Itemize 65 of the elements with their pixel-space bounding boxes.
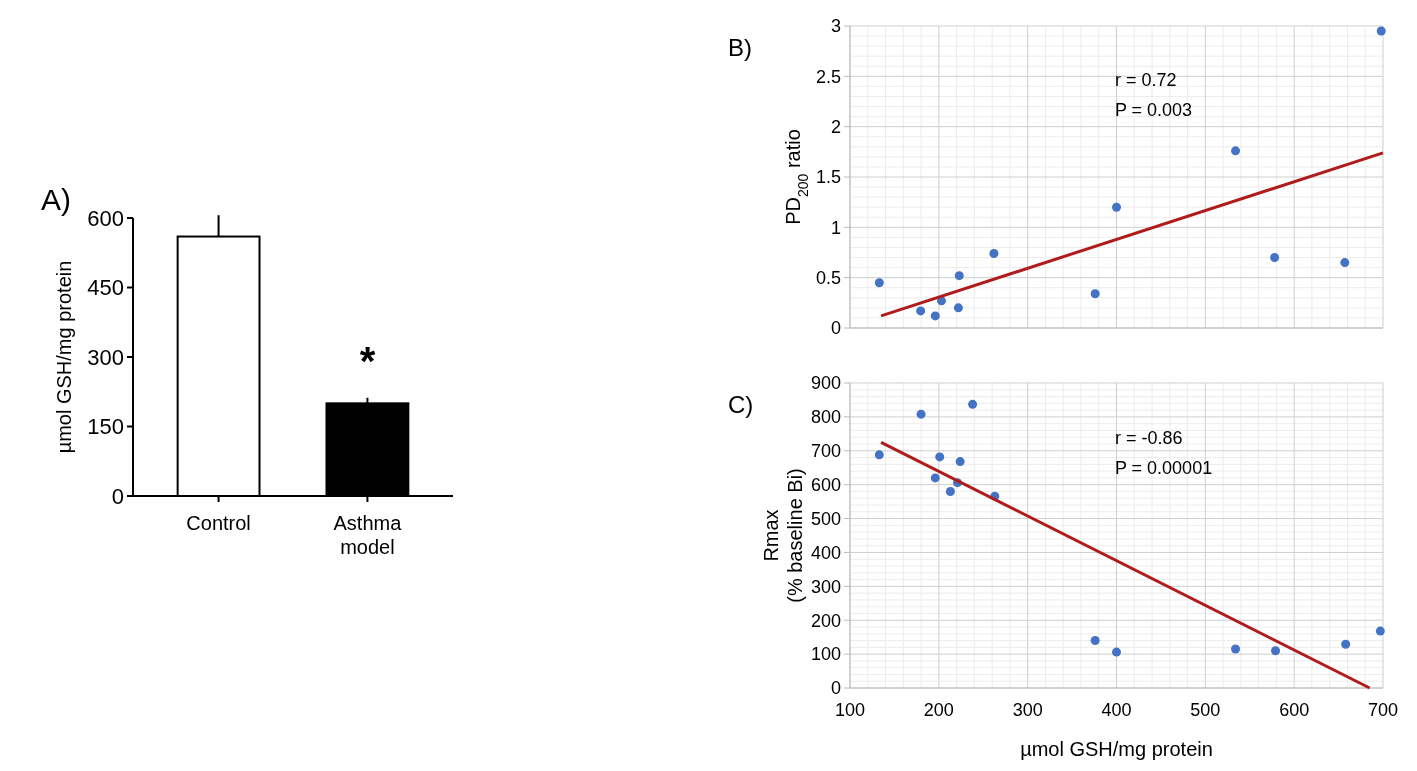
annotation: P = 0.003 xyxy=(1114,100,1193,121)
point xyxy=(1375,626,1385,636)
point xyxy=(955,457,965,467)
x-axis-title: µmol GSH/mg protein xyxy=(1020,738,1213,760)
y-tick-label: 400 xyxy=(810,542,841,563)
y-tick-label: 0.5 xyxy=(815,267,841,288)
y-tick-label: 0 xyxy=(111,483,124,509)
y-tick-label: 200 xyxy=(810,610,841,631)
y-tick-label: 600 xyxy=(87,205,124,231)
point xyxy=(945,486,955,496)
point xyxy=(1376,26,1386,36)
point xyxy=(1231,146,1241,156)
y-tick-label: 2 xyxy=(830,116,841,137)
point xyxy=(953,303,963,313)
chart-title: B) xyxy=(728,34,752,61)
x-tick-label: 500 xyxy=(1190,700,1221,720)
point xyxy=(968,399,978,409)
y-tick-label: 0 xyxy=(830,318,841,339)
y-tick-label: 0 xyxy=(830,678,841,699)
y-tick-label: 800 xyxy=(810,407,841,428)
point xyxy=(930,473,940,483)
annotation: P = 0.00001 xyxy=(1114,458,1213,478)
point xyxy=(1271,646,1281,656)
y-tick-label: 1 xyxy=(830,217,841,238)
point xyxy=(954,271,964,281)
y-axis-title: Rmax (% baseline Bi) xyxy=(760,468,806,603)
y-tick-label: 450 xyxy=(87,275,124,301)
y-tick-label: 1.5 xyxy=(815,167,841,188)
x-tick-label: 200 xyxy=(923,700,954,720)
point xyxy=(916,409,926,419)
point xyxy=(1090,289,1100,299)
y-tick-label: 2.5 xyxy=(815,66,841,87)
y-tick-label: 900 xyxy=(810,373,841,394)
annotation: r = 0.72 xyxy=(1114,70,1177,91)
point xyxy=(1112,647,1121,657)
point xyxy=(1112,202,1121,212)
y-tick-label: 100 xyxy=(810,644,841,665)
point xyxy=(1340,258,1350,268)
x-tick-label: 300 xyxy=(1012,700,1043,720)
point xyxy=(1341,639,1351,649)
y-tick-label: 600 xyxy=(810,474,841,495)
point xyxy=(1231,644,1241,654)
chart-title: A) xyxy=(41,183,71,216)
point xyxy=(935,452,945,462)
annotation: * xyxy=(359,339,376,384)
point xyxy=(1090,636,1100,646)
x-tick-label: Asthma model xyxy=(333,512,403,558)
y-tick-label: 150 xyxy=(87,414,124,440)
annotation: r = -0.86 xyxy=(1114,428,1183,448)
chart-title: C) xyxy=(728,391,754,418)
point xyxy=(1270,253,1280,263)
y-tick-label: 300 xyxy=(87,344,124,370)
point xyxy=(874,278,884,288)
x-tick-label: 400 xyxy=(1101,700,1132,720)
point xyxy=(874,450,884,460)
x-tick-label: 600 xyxy=(1279,700,1310,720)
y-axis-title: µmol GSH/mg protein xyxy=(53,260,75,454)
x-tick-label: 700 xyxy=(1367,700,1399,720)
point xyxy=(989,249,999,259)
y-tick-label: 3 xyxy=(830,16,841,37)
x-tick-label: Control xyxy=(186,512,251,534)
point xyxy=(916,306,926,316)
y-tick-label: 700 xyxy=(810,441,841,462)
y-tick-label: 300 xyxy=(810,576,841,597)
point xyxy=(930,311,940,321)
